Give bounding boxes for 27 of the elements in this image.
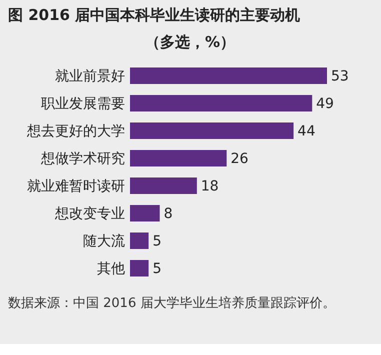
y-tick-label: 就业前景好 [55, 68, 125, 85]
y-tick-label: 想改变专业 [54, 206, 125, 222]
source-note: 数据来源：中国 2016 届大学毕业生培养质量跟踪评价。 [8, 295, 336, 311]
data-label: 49 [316, 96, 334, 112]
data-label: 53 [331, 68, 349, 85]
data-label: 18 [200, 178, 219, 195]
data-label: 5 [152, 234, 162, 250]
y-tick-label: 随大流 [83, 234, 125, 250]
y-tick-label: 就业难暂时读研 [27, 178, 125, 195]
y-tick-label: 想去更好的大学 [26, 124, 125, 140]
chart-subtitle: （多选，%） [144, 33, 236, 51]
bar [130, 68, 327, 84]
chart-title: 图 2016 届中国本科毕业生读研的主要动机 [8, 6, 300, 24]
bar [130, 122, 294, 139]
bar [130, 260, 149, 276]
bar [130, 232, 149, 249]
y-tick-label: 其他 [97, 261, 125, 278]
bar [130, 178, 197, 194]
bar [130, 95, 312, 112]
bar [130, 205, 160, 222]
y-tick-label: 职业发展需要 [41, 96, 125, 112]
data-label: 26 [230, 151, 249, 168]
bar [130, 150, 227, 166]
data-label: 8 [164, 206, 173, 222]
data-label: 5 [152, 261, 162, 278]
y-tick-label: 想做学术研究 [40, 151, 125, 168]
data-label: 44 [298, 124, 316, 140]
